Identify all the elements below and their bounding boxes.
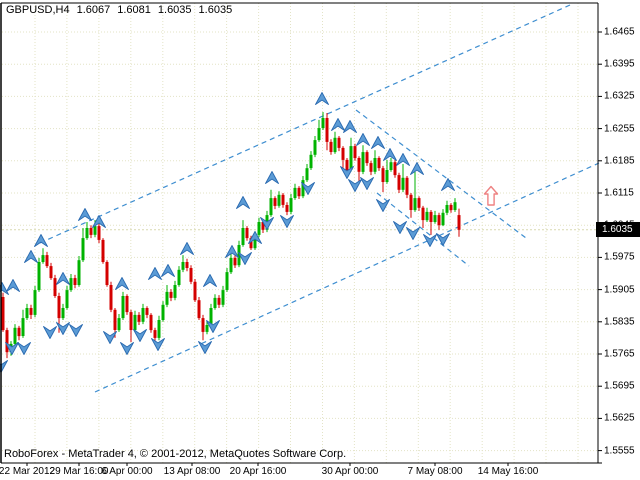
fractal-up-arrow-icon (78, 208, 92, 221)
price-tick-label: 1.6395 (604, 58, 635, 70)
fractal-up-arrow-icon (371, 136, 385, 149)
time-tick-label: 20 Apr 16:00 (229, 466, 287, 477)
fractal-up-arrow-icon (331, 118, 345, 131)
price-tick-label: 1.5695 (604, 380, 635, 392)
trendline-ascending-resistance[interactable] (39, 4, 571, 244)
fractal-up-arrow-icon (56, 272, 70, 285)
price-tick-label: 1.6115 (604, 187, 634, 199)
time-tick-label: 14 May 16:00 (477, 466, 539, 477)
trendline-descending-support[interactable] (376, 192, 470, 267)
fractal-down-arrow-icon (17, 342, 31, 355)
fractal-down-arrow-icon (238, 252, 252, 265)
quote-open: 1.6067 (76, 4, 111, 16)
fractal-up-arrow-icon (148, 267, 162, 280)
price-tick-label: 1.5975 (604, 251, 635, 263)
quote-high: 1.6081 (117, 4, 151, 16)
chart-title: GBPUSD,H4 1.6067 1.6081 1.6035 1.6035 (6, 4, 239, 16)
fractal-down-arrow-icon (198, 341, 212, 354)
fractal-down-arrow-icon (340, 166, 354, 179)
fractal-down-arrow-icon (56, 322, 70, 335)
trendlines-layer[interactable] (39, 4, 600, 393)
time-tick-label: 6 Apr 00:00 (101, 466, 153, 477)
price-tick-label: 1.5905 (604, 284, 635, 296)
time-tick-label: 22 Mar 2012 (0, 466, 56, 477)
fractal-down-arrow-icon (301, 182, 315, 195)
fractal-up-arrow-icon (315, 92, 329, 105)
trendline-ascending-support[interactable] (94, 162, 600, 393)
candles-layer (1, 112, 461, 359)
price-tick-label: 1.6255 (604, 123, 635, 135)
fractal-down-arrow-icon (43, 326, 57, 339)
fractal-up-arrow-icon (6, 279, 20, 292)
fractal-down-arrow-icon (5, 342, 19, 355)
fractal-down-arrow-icon (280, 215, 294, 228)
chart-area[interactable] (2, 3, 598, 463)
price-tick-label: 1.5835 (604, 316, 635, 328)
fractal-down-arrow-icon (423, 234, 437, 247)
fractal-up-arrow-icon (343, 120, 357, 133)
price-tick-label: 1.5555 (604, 445, 635, 457)
current-price-tag: 1.6035 (596, 222, 640, 238)
fractal-down-arrow-icon (151, 338, 165, 351)
time-tick-label: 30 Apr 00:00 (321, 466, 379, 477)
time-tick-label: 13 Apr 08:00 (163, 466, 221, 477)
fractal-up-arrow-icon (225, 245, 239, 258)
fractal-up-arrow-icon (180, 242, 194, 255)
fractal-down-arrow-icon (69, 324, 83, 337)
fractal-down-arrow-icon (360, 177, 374, 190)
price-tick-label: 1.6465 (604, 26, 635, 38)
fractal-up-arrow-icon (410, 162, 424, 175)
price-tick-label: 1.6325 (604, 90, 635, 102)
price-tick-label: 1.6185 (604, 155, 635, 167)
time-tick-label: 29 Mar 16:00 (49, 466, 109, 477)
fractal-down-arrow-icon (103, 331, 117, 344)
fractal-up-arrow-icon (396, 153, 410, 166)
fractal-down-arrow-icon (436, 233, 450, 246)
price-tick-label: 1.5765 (604, 348, 635, 360)
fractal-down-arrow-icon (348, 179, 362, 192)
fractal-down-arrow-icon (206, 320, 220, 333)
fractal-up-arrow-icon (248, 231, 262, 244)
signal-up-arrow-icon[interactable] (483, 185, 499, 206)
fractals-layer (0, 92, 455, 373)
fractal-up-arrow-icon (236, 196, 250, 209)
fractal-up-arrow-icon (115, 277, 129, 290)
quote-close: 1.6035 (198, 4, 233, 16)
fractal-up-arrow-icon (383, 148, 397, 161)
fractal-down-arrow-icon (133, 329, 147, 342)
fractal-down-arrow-icon (260, 217, 274, 230)
fractal-up-arrow-icon (24, 250, 38, 263)
fractal-up-arrow-icon (356, 133, 370, 146)
fractal-up-arrow-icon (441, 178, 455, 191)
copyright-text: RoboForex - MetaTrader 4, © 2001-2012, M… (4, 448, 347, 460)
fractal-up-arrow-icon (34, 234, 48, 247)
time-tick-label: 7 May 08:00 (407, 466, 463, 477)
fractal-up-arrow-icon (161, 264, 175, 277)
axis-ticks (26, 31, 602, 466)
fractal-down-arrow-icon (406, 227, 420, 240)
fractal-up-arrow-icon (203, 274, 217, 287)
fractal-down-arrow-icon (393, 221, 407, 234)
symbol-period-label: GBPUSD,H4 (6, 4, 70, 16)
fractal-down-arrow-icon (120, 342, 134, 355)
fractal-down-arrow-icon (376, 199, 390, 212)
fractal-up-arrow-icon (265, 171, 279, 184)
fractal-up-arrow-icon (92, 215, 106, 228)
quote-low: 1.6035 (157, 4, 192, 16)
price-tick-label: 1.5625 (604, 412, 635, 424)
